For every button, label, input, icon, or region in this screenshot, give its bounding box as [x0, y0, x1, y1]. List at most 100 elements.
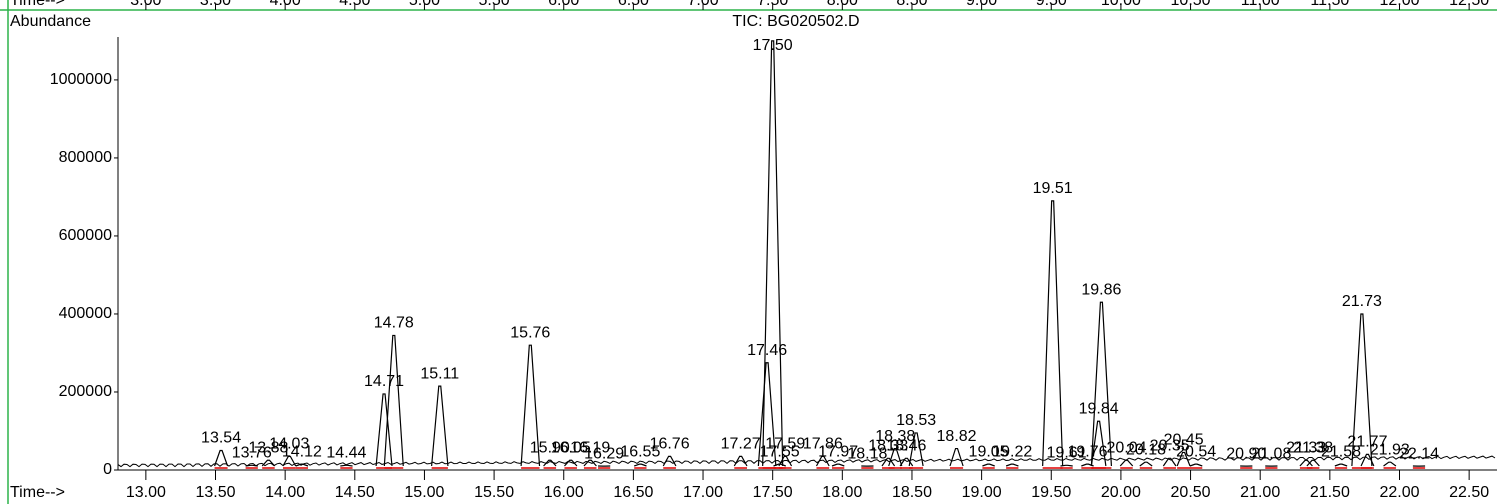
- peak-label: 18.46: [886, 438, 926, 455]
- peak-label: 20.35: [1150, 438, 1190, 455]
- peak-label: 13.54: [201, 430, 241, 447]
- y-tick-label: 0: [103, 461, 112, 478]
- peak-label: 20.18: [1126, 441, 1166, 458]
- peak: [1351, 313, 1373, 467]
- peak: [1139, 461, 1153, 467]
- peak-label: 19.22: [992, 443, 1032, 460]
- peak-label: 21.77: [1347, 434, 1387, 451]
- top-axis-label: Time-->: [10, 0, 65, 9]
- y-axis-label: Abundance: [10, 13, 91, 30]
- x-tick-label: 16.50: [613, 484, 653, 501]
- peak: [1306, 459, 1320, 467]
- peak-label: 20.45: [1164, 432, 1204, 449]
- peak-label: 21.93: [1370, 441, 1410, 458]
- peak-label: 15.11: [420, 365, 459, 382]
- x-tick-label: 20.50: [1171, 484, 1211, 501]
- peak-label: 20.04: [1106, 439, 1146, 456]
- x-tick-label: 18.00: [822, 484, 862, 501]
- peak-label: 17.97: [818, 443, 858, 460]
- peak: [564, 459, 578, 467]
- peak: [1383, 461, 1397, 467]
- peak: [633, 463, 647, 467]
- y-tick-label: 200000: [59, 383, 112, 400]
- peak-label: 16.76: [650, 436, 690, 453]
- peak-label: 19.51: [1033, 180, 1073, 197]
- peak: [543, 459, 557, 467]
- peak: [214, 449, 229, 467]
- peak: [1119, 459, 1134, 467]
- peak: [583, 459, 597, 467]
- peak-label: 14.78: [374, 315, 414, 332]
- peak-label: 21.38: [1293, 439, 1333, 456]
- peak-label: 17.86: [803, 436, 843, 453]
- x-tick-label: 16.00: [544, 484, 584, 501]
- peak: [1334, 463, 1348, 467]
- baseline-trace: [117, 455, 1496, 468]
- peak-label: 19.84: [1079, 400, 1119, 417]
- peak-label: 14.44: [326, 445, 366, 462]
- peak-label: 20.54: [1176, 443, 1216, 460]
- peak-label: 18.33: [868, 438, 908, 455]
- x-tick-label: 17.00: [683, 484, 723, 501]
- peak: [831, 463, 845, 467]
- peak-label: 14.03: [269, 436, 309, 453]
- peak-label: 15.90: [530, 439, 570, 456]
- peak: [815, 455, 830, 467]
- peak: [383, 334, 404, 467]
- peak-label: 17.27: [721, 436, 761, 453]
- peak: [1176, 451, 1191, 467]
- peak-label: 20.90: [1226, 445, 1266, 462]
- peak-label: 19.05: [969, 443, 1009, 460]
- peak-label: 19.76: [1067, 443, 1107, 460]
- peak: [261, 459, 276, 467]
- peak: [757, 362, 777, 467]
- peak-label: 18.53: [896, 412, 936, 429]
- peak: [295, 463, 309, 467]
- peak-label: 21.08: [1251, 445, 1291, 462]
- x-tick-label: 22.00: [1379, 484, 1419, 501]
- x-tick-label: 19.00: [962, 484, 1002, 501]
- peak: [1189, 463, 1203, 467]
- peak: [1360, 453, 1375, 467]
- x-tick-label: 13.50: [195, 484, 235, 501]
- y-tick-label: 800000: [59, 149, 112, 166]
- x-tick-label: 19.50: [1031, 484, 1071, 501]
- y-tick-label: 400000: [59, 305, 112, 322]
- peak: [431, 385, 449, 467]
- peak: [1090, 420, 1107, 467]
- peak-label: 18.38: [875, 428, 915, 445]
- x-tick-label: 13.00: [126, 484, 166, 501]
- x-tick-label: 14.50: [335, 484, 375, 501]
- peak: [908, 432, 924, 467]
- peak: [949, 447, 964, 467]
- peak: [375, 393, 393, 467]
- peak-label: 16.05: [551, 439, 591, 456]
- peak-label: 21.58: [1321, 443, 1361, 460]
- peak: [881, 457, 896, 467]
- peak: [1042, 200, 1064, 467]
- x-tick-label: 20.00: [1101, 484, 1141, 501]
- peak-label: 17.59: [765, 436, 805, 453]
- peak-label: 17.50: [753, 37, 793, 54]
- peak-label: 21.73: [1342, 293, 1382, 310]
- peak: [282, 455, 297, 467]
- peak-label: 16.29: [584, 445, 624, 462]
- peak-label: 21.33: [1286, 439, 1326, 456]
- y-tick-label: 600000: [59, 227, 112, 244]
- x-tick-label: 15.50: [474, 484, 514, 501]
- peak-label: 18.18: [847, 445, 887, 462]
- peak-label: 14.12: [282, 443, 322, 460]
- x-tick-label: 15.00: [404, 484, 444, 501]
- peak-label: 19.61: [1047, 445, 1087, 462]
- peak-label: 17.55: [760, 443, 800, 460]
- peak-label: 19.86: [1081, 281, 1121, 298]
- x-tick-label: 14.00: [265, 484, 305, 501]
- peak: [340, 464, 353, 467]
- peak: [1162, 457, 1177, 467]
- peak-label: 16.19: [570, 439, 610, 456]
- chart-title: TIC: BG020502.D: [732, 13, 859, 30]
- x-tick-label: 22.50: [1449, 484, 1489, 501]
- peak-label: 13.76: [232, 445, 272, 462]
